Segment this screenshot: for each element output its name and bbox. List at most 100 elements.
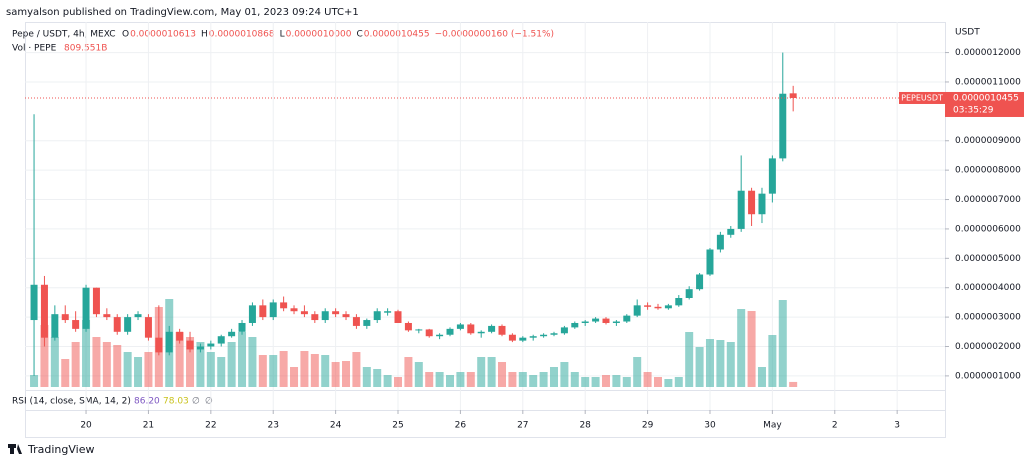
- volume-bar: [591, 377, 600, 387]
- candle-body: [238, 322, 246, 332]
- volume-bar: [30, 375, 39, 387]
- rsi-name: RSI (14, close, SMA, 14, 2): [12, 397, 131, 407]
- volume-bar: [747, 311, 756, 387]
- volume-bar: [269, 355, 278, 387]
- volume-bar: [71, 342, 80, 387]
- volume-bar: [685, 332, 694, 387]
- volume-bar: [570, 372, 579, 387]
- price-tag-text: 0.0000010455: [953, 93, 1019, 103]
- volume-bar: [373, 369, 382, 387]
- candle-body: [581, 321, 589, 323]
- volume-bar: [581, 377, 590, 387]
- volume-bar: [653, 377, 662, 387]
- candle-body: [477, 331, 485, 334]
- volume-bar: [394, 377, 403, 387]
- candle-body: [560, 327, 568, 334]
- volume-bar: [622, 377, 631, 387]
- y-tick-label: 0.0000009000: [955, 136, 1021, 146]
- x-tick-label: 28: [579, 421, 591, 431]
- candle-body: [363, 320, 371, 326]
- logo-icon: [8, 444, 22, 454]
- candle-body: [592, 318, 600, 322]
- candle-body: [72, 320, 80, 329]
- y-tick-label: 0.0000004000: [955, 283, 1021, 293]
- volume-bar: [383, 375, 392, 387]
- candle-body: [144, 317, 152, 338]
- volume-bar: [82, 320, 91, 387]
- candle-body: [404, 322, 412, 331]
- volume-bar: [290, 367, 299, 387]
- volume-bar: [757, 367, 766, 387]
- volume-bar: [643, 372, 652, 387]
- candle-body: [332, 311, 340, 315]
- candle-body: [425, 329, 433, 337]
- volume-bar: [331, 362, 340, 387]
- candle-body: [40, 284, 48, 338]
- candle-body: [259, 305, 267, 318]
- candle-body: [352, 317, 360, 326]
- candle-body: [706, 249, 714, 275]
- candle-body: [571, 322, 579, 328]
- candle-body: [748, 190, 756, 215]
- candle-body: [675, 298, 683, 306]
- volume-bar: [113, 345, 122, 387]
- volume-bar: [227, 342, 236, 387]
- symbol-tag: [899, 91, 945, 104]
- volume-bar: [144, 352, 153, 387]
- volume-bar: [238, 332, 247, 387]
- volume-bar: [529, 375, 538, 387]
- volume-bar: [705, 339, 714, 387]
- volume-bar: [258, 355, 267, 387]
- volume-bar: [487, 357, 496, 387]
- price-tag: [945, 91, 1024, 117]
- candle-body: [446, 328, 454, 335]
- candle-body: [716, 234, 724, 250]
- volume-bar: [549, 367, 558, 387]
- candle-body: [394, 311, 402, 323]
- y-tick-label: 0.0000002000: [955, 342, 1021, 352]
- y-tick-label: 0.0000005000: [955, 254, 1021, 264]
- volume-bar: [123, 352, 132, 387]
- volume-bar: [40, 325, 49, 387]
- volume-bar: [466, 372, 475, 387]
- countdown-text: 03:35:29: [953, 105, 994, 115]
- byline: samyalson published on TradingView.com, …: [6, 7, 359, 18]
- candle-body: [342, 314, 350, 318]
- volume-bar: [352, 352, 361, 387]
- change: −0.0000000160 (−1.51%): [435, 30, 554, 40]
- volume-bar: [134, 357, 143, 387]
- volume-bar: [664, 379, 673, 387]
- candle-body: [508, 334, 516, 341]
- symbol: Pepe / USDT, 4h, MEXC: [12, 30, 116, 40]
- x-tick-label: 26: [455, 421, 467, 431]
- candle-body: [415, 329, 423, 331]
- y-tick-label: 0.0000012000: [955, 48, 1021, 58]
- candle-body: [103, 314, 111, 318]
- volume-bar: [737, 309, 746, 387]
- chart-frame: [25, 22, 946, 438]
- candle-body: [519, 337, 527, 341]
- price-axis-title: USDT: [955, 28, 980, 38]
- x-tick-label: 27: [517, 421, 528, 431]
- candle-body: [654, 306, 662, 309]
- candle-body: [696, 274, 704, 290]
- x-tick-label: 20: [80, 421, 92, 431]
- volume-bar: [50, 337, 59, 387]
- candle-body: [737, 190, 745, 229]
- candle-body: [300, 311, 308, 315]
- candle-body: [269, 302, 277, 318]
- candle-body: [498, 325, 506, 335]
- candle-body: [280, 302, 288, 309]
- x-tick-label: 30: [704, 421, 716, 431]
- x-tick-label: 2: [832, 421, 838, 431]
- volume-bar: [414, 362, 423, 387]
- y-tick-label: 0.0000011000: [955, 77, 1021, 87]
- candle-body: [228, 331, 236, 337]
- candle-body: [550, 333, 558, 335]
- volume-bar: [789, 381, 798, 387]
- logo-text: TradingView: [27, 443, 94, 456]
- candle-body: [113, 317, 121, 332]
- volume-bar: [196, 342, 205, 387]
- y-tick-label: 0.0000008000: [955, 166, 1021, 176]
